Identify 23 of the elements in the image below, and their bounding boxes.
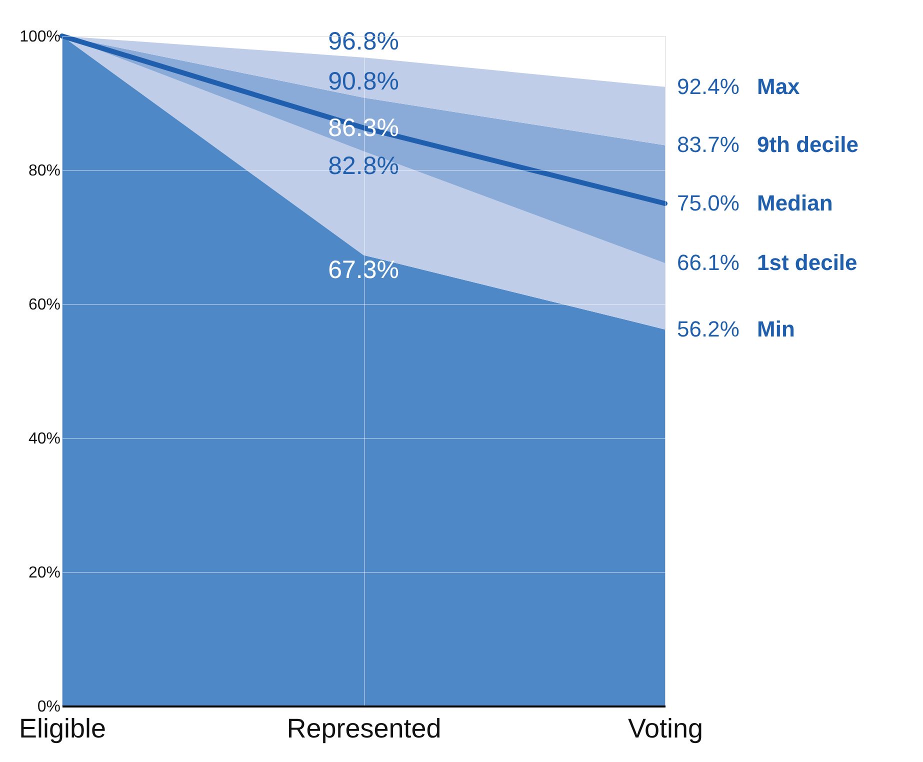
text: 9th decile xyxy=(757,132,858,158)
y-tick-label: 40% xyxy=(28,430,60,448)
data-label: 92.4% xyxy=(677,74,740,99)
data-label: 67.3% xyxy=(328,256,399,284)
data-label: 96.8% xyxy=(328,27,399,56)
text: Min xyxy=(757,316,795,342)
data-label: 82.8% xyxy=(328,152,399,180)
text: Median xyxy=(757,190,833,216)
y-tick-label: 80% xyxy=(28,162,60,180)
data-label: 90.8% xyxy=(328,68,399,96)
data-label: 83.7% xyxy=(677,132,740,158)
data-label: 66.1% xyxy=(677,250,740,276)
x-tick-label: Eligible xyxy=(18,714,106,744)
text: Max xyxy=(757,74,801,99)
y-tick-label: 60% xyxy=(28,296,60,314)
y-tick-label: 20% xyxy=(28,564,60,582)
y-tick-label: 0% xyxy=(37,698,60,716)
data-label: 75.0% xyxy=(677,190,740,216)
data-label: 56.2% xyxy=(677,316,740,342)
x-tick-label: Represented xyxy=(286,714,442,744)
y-tick-label: 100% xyxy=(20,28,60,46)
text: 1st decile xyxy=(757,250,858,276)
x-tick-label: Voting xyxy=(628,714,704,744)
